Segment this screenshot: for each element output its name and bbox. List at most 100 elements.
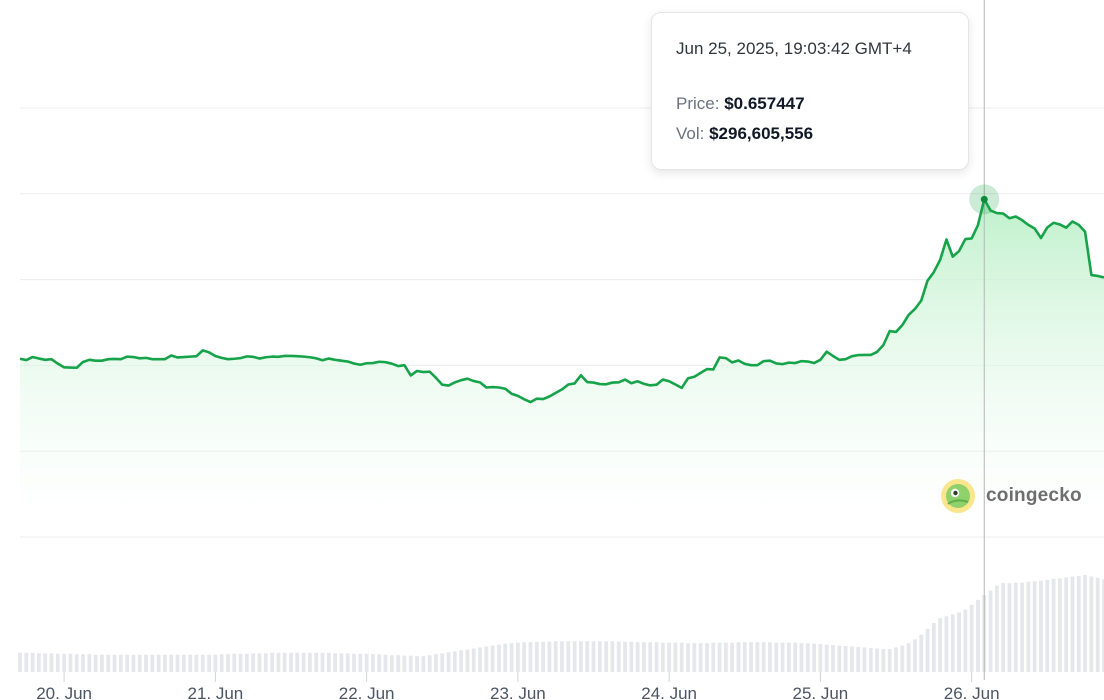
- volume-bar: [251, 653, 256, 672]
- volume-bar: [749, 642, 753, 672]
- volume-bar: [887, 648, 892, 672]
- volume-bar: [742, 642, 747, 672]
- volume-bar: [944, 616, 949, 672]
- volume-bar: [43, 653, 48, 672]
- volume-bar: [112, 654, 117, 672]
- volume-bar: [812, 643, 816, 672]
- volume-bar: [194, 654, 199, 672]
- volume-bar: [597, 641, 602, 672]
- volume-bar: [969, 604, 974, 672]
- volume-bar: [648, 642, 653, 672]
- volume-bar: [150, 654, 155, 672]
- volume-bar: [301, 652, 306, 672]
- volume-bar: [1089, 576, 1094, 672]
- x-tick-label: 20. Jun: [36, 684, 92, 700]
- volume-bar: [402, 655, 407, 672]
- coingecko-watermark: coingecko: [940, 476, 1082, 516]
- volume-bar: [931, 623, 936, 672]
- volume-bar: [654, 642, 659, 672]
- volume-bar: [705, 643, 709, 672]
- volume-bar: [900, 645, 905, 672]
- volume-bar: [364, 653, 369, 672]
- volume-bar: [1083, 575, 1087, 672]
- volume-bar: [1057, 578, 1062, 672]
- volume-bar: [87, 654, 92, 672]
- volume-bar: [723, 642, 728, 672]
- volume-bar: [585, 641, 590, 672]
- volume-bar: [339, 653, 344, 672]
- volume-bar: [377, 654, 382, 672]
- volume-bar: [1076, 575, 1081, 672]
- volume-bar: [515, 642, 520, 672]
- volume-bar: [837, 645, 842, 672]
- volume-bar: [125, 654, 130, 672]
- volume-bar: [226, 654, 230, 672]
- volume-bar: [434, 654, 438, 672]
- x-tick-label: 23. Jun: [490, 684, 546, 700]
- volume-bar: [768, 642, 772, 672]
- volume-bar: [1039, 580, 1043, 672]
- volume-bar: [106, 654, 111, 672]
- volume-bar: [68, 653, 73, 672]
- volume-bar: [950, 614, 955, 672]
- volume-bar: [1095, 577, 1100, 672]
- price-tooltip: Jun 25, 2025, 19:03:42 GMT+4 Price: $0.6…: [651, 12, 969, 170]
- tooltip-price-label: Price:: [676, 94, 720, 113]
- volume-bar: [100, 654, 104, 672]
- volume-bar: [408, 655, 413, 672]
- volume-bar: [396, 655, 401, 672]
- volume-bar: [421, 656, 426, 672]
- volume-bar: [383, 654, 388, 672]
- volume-bar: [263, 653, 268, 672]
- tooltip-volume-label: Vol:: [676, 124, 705, 143]
- volume-bar: [906, 643, 911, 672]
- volume-bar: [24, 652, 29, 672]
- volume-bar: [30, 652, 35, 672]
- volume-bar: [345, 653, 350, 672]
- volume-bar: [181, 654, 186, 672]
- volume-bar: [698, 643, 703, 672]
- volume-bar: [1045, 579, 1050, 672]
- volume-bar: [503, 643, 508, 672]
- volume-bar: [37, 653, 41, 672]
- tooltip-timestamp: Jun 25, 2025, 19:03:42 GMT+4: [676, 39, 912, 58]
- volume-bar: [257, 653, 262, 672]
- volume-bar: [868, 647, 873, 672]
- volume-bar: [490, 645, 495, 672]
- volume-bar: [118, 654, 123, 672]
- volume-bar: [320, 652, 325, 672]
- volume-bar: [673, 642, 678, 672]
- volume-bar: [831, 645, 835, 672]
- volume-bar: [528, 642, 533, 672]
- volume-bar: [679, 642, 684, 672]
- volume-bar: [55, 653, 60, 672]
- volume-bar: [616, 641, 621, 672]
- tooltip-volume-value: $296,605,556: [709, 124, 814, 143]
- volume-bar: [667, 642, 672, 672]
- volume-bar: [686, 643, 690, 672]
- volume-bar: [49, 653, 54, 672]
- volume-bars: [18, 575, 1104, 672]
- tooltip-price-row: Price: $0.657447: [676, 89, 968, 119]
- volume-bar: [131, 654, 136, 672]
- volume-bar: [81, 654, 85, 672]
- volume-bar: [856, 647, 861, 672]
- volume-bar: [244, 653, 249, 672]
- coingecko-gecko-icon: [941, 479, 975, 513]
- x-tick-label: 26. Jun: [944, 684, 1000, 700]
- volume-bar: [786, 642, 791, 672]
- volume-bar: [497, 644, 501, 672]
- volume-bar: [270, 652, 274, 672]
- volume-bar: [850, 646, 854, 672]
- volume-bar: [333, 653, 338, 672]
- volume-bar: [534, 641, 539, 672]
- volume-bar: [289, 652, 293, 672]
- volume-bar: [1064, 577, 1069, 672]
- volume-bar: [862, 647, 867, 672]
- tooltip-price-value: $0.657447: [724, 94, 805, 113]
- volume-bar: [62, 653, 67, 672]
- tooltip-volume-row: Vol: $296,605,556: [676, 119, 968, 149]
- volume-bar: [976, 599, 980, 672]
